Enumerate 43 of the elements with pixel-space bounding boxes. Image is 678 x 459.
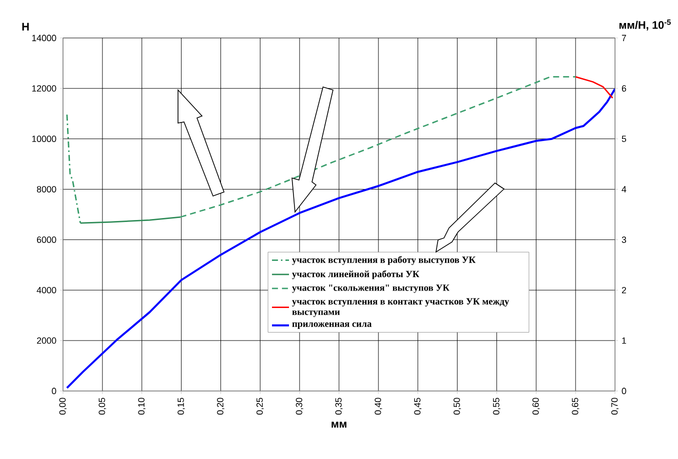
legend-label: участок линейной работы УК: [292, 270, 420, 280]
x-tick-label: 0,55: [493, 398, 500, 415]
y2-tick-label: 0: [622, 388, 626, 394]
y2-tick-label: 4: [622, 186, 626, 192]
y2-tick-label: 1: [622, 337, 626, 344]
y2-tick-label: 5: [622, 136, 626, 142]
y2-axis-title: мм/Н, 10$^{-5}$: [619, 20, 671, 30]
line-series: [66, 88, 615, 389]
y2-tick-label: 6: [622, 85, 626, 92]
y-axis-title: Н: [22, 22, 29, 30]
x-axis-title: мм: [332, 422, 346, 428]
x-tick-label: 0,20: [217, 398, 224, 415]
y2-tick-label: 3: [622, 236, 626, 243]
x-tick-label: 0,30: [296, 398, 304, 415]
x-tick-label: 0,40: [374, 398, 382, 415]
y-tick-label: 6000: [37, 236, 56, 243]
x-tick-label: 0,15: [178, 398, 185, 415]
legend-label: приложенная сила: [292, 322, 372, 329]
y-tick-label: 4000: [36, 286, 56, 294]
y-tick-label: 14000: [32, 34, 56, 42]
line-series: [574, 76, 614, 99]
x-tick-label: 0,50: [454, 398, 461, 415]
line-series: [80, 216, 182, 224]
x-tick-label: 0,25: [256, 398, 264, 415]
x-tick-label: 0,00: [59, 398, 67, 415]
y2-tick-label: 2: [622, 286, 626, 294]
x-tick-label: 0,60: [532, 398, 540, 415]
x-tick-label: 0,65: [572, 398, 580, 415]
x-tick-label: 0,45: [414, 398, 422, 415]
y2-tick-label: 7: [622, 34, 626, 42]
y-tick-label: 0: [52, 388, 56, 394]
legend-label: участок "скольжения" выступов УК: [292, 284, 450, 293]
y-tick-label: 2000: [37, 337, 56, 344]
x-tick-label: 0,35: [335, 398, 343, 415]
x-tick-label: 0,70: [611, 398, 619, 415]
x-tick-label: 0,05: [98, 398, 106, 415]
line-series: [66, 114, 82, 224]
y-tick-label: 12000: [32, 85, 56, 92]
y-tick-label: 10000: [32, 136, 56, 142]
line-series: [180, 76, 576, 218]
x-tick-label: 0,10: [138, 398, 146, 415]
legend-label: участок вступления в работу выступов УК: [292, 256, 476, 265]
y-tick-label: 8000: [36, 186, 56, 192]
